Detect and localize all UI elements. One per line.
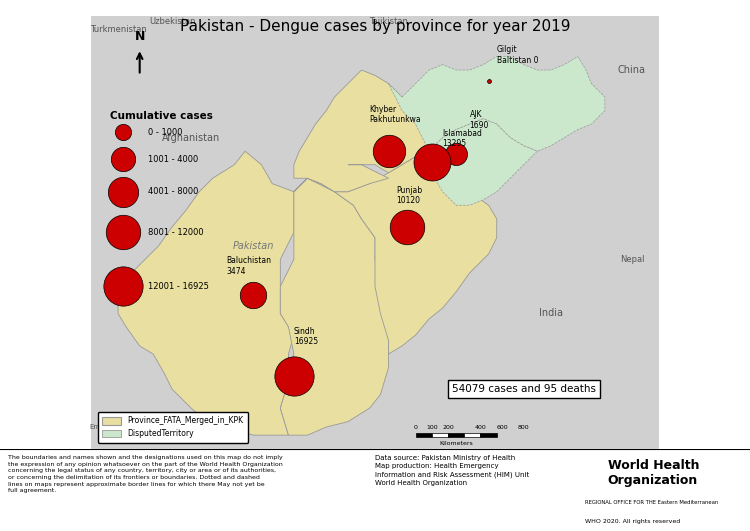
Text: 4001 - 8000: 4001 - 8000 xyxy=(148,187,198,196)
Text: Punjab
10120: Punjab 10120 xyxy=(397,186,423,205)
Point xyxy=(288,371,300,380)
Text: World Health
Organization: World Health Organization xyxy=(608,459,699,486)
Text: Pakistan: Pakistan xyxy=(232,241,274,251)
Point xyxy=(450,150,462,158)
Text: 600: 600 xyxy=(496,425,508,430)
Text: Kilometers: Kilometers xyxy=(440,441,473,446)
Text: WHO 2020. All rights reserved: WHO 2020. All rights reserved xyxy=(585,519,680,524)
Text: Gilgit
Baltistan 0: Gilgit Baltistan 0 xyxy=(496,45,538,65)
Text: India: India xyxy=(538,309,562,319)
Text: 1001 - 4000: 1001 - 4000 xyxy=(148,155,198,164)
Point xyxy=(118,228,130,237)
Text: Pakistan - Dengue cases by province for year 2019: Pakistan - Dengue cases by province for … xyxy=(180,19,570,33)
Polygon shape xyxy=(280,178,388,435)
Text: 0: 0 xyxy=(414,425,418,430)
Text: 400: 400 xyxy=(475,425,486,430)
Point xyxy=(248,290,259,299)
Text: 12001 - 16925: 12001 - 16925 xyxy=(148,282,208,291)
Polygon shape xyxy=(118,151,294,435)
Point xyxy=(118,187,130,196)
Bar xyxy=(416,433,432,437)
Text: Nepal: Nepal xyxy=(620,255,644,264)
Polygon shape xyxy=(91,16,659,449)
Point xyxy=(426,158,438,166)
Bar xyxy=(464,433,481,437)
Point xyxy=(118,128,130,136)
Point xyxy=(118,282,130,290)
Text: Baluchistan
3474: Baluchistan 3474 xyxy=(226,256,272,276)
Text: Khyber
Pakhutunkwa: Khyber Pakhutunkwa xyxy=(370,105,422,124)
Text: 100: 100 xyxy=(426,425,437,430)
Bar xyxy=(432,433,448,437)
Text: Tajikistan: Tajikistan xyxy=(369,17,408,26)
Text: Islamabad
13295: Islamabad 13295 xyxy=(442,129,482,149)
Text: 200: 200 xyxy=(442,425,454,430)
Text: 54079 cases and 95 deaths: 54079 cases and 95 deaths xyxy=(452,384,596,394)
Text: Sindh
16925: Sindh 16925 xyxy=(294,327,318,346)
Text: Emirates: Emirates xyxy=(89,424,120,430)
Bar xyxy=(481,433,496,437)
Text: Uzbekistan: Uzbekistan xyxy=(149,17,196,26)
Text: The boundaries and names shown and the designations used on this map do not impl: The boundaries and names shown and the d… xyxy=(8,455,282,493)
Text: N: N xyxy=(134,30,145,43)
Point xyxy=(118,155,130,164)
Text: REGIONAL OFFICE FOR THE Eastern Mediterranean: REGIONAL OFFICE FOR THE Eastern Mediterr… xyxy=(585,500,718,505)
Text: Cumulative cases: Cumulative cases xyxy=(110,110,213,121)
Text: AJK
1690: AJK 1690 xyxy=(470,110,489,130)
Legend: Province_FATA_Merged_in_KPK, DisputedTerritory: Province_FATA_Merged_in_KPK, DisputedTer… xyxy=(98,412,248,443)
Text: Data source: Pakistan Ministry of Health
Map production: Health Emergency
Inform: Data source: Pakistan Ministry of Health… xyxy=(375,455,530,486)
Polygon shape xyxy=(429,119,537,205)
Point xyxy=(401,222,413,231)
Point xyxy=(382,147,394,156)
Point xyxy=(482,76,494,85)
Polygon shape xyxy=(294,70,434,192)
Polygon shape xyxy=(388,56,605,165)
Text: China: China xyxy=(618,65,646,75)
Bar xyxy=(448,433,464,437)
Text: Turkmenistan: Turkmenistan xyxy=(90,25,146,34)
Text: 800: 800 xyxy=(518,425,530,430)
Text: 8001 - 12000: 8001 - 12000 xyxy=(148,228,203,237)
Text: Afghanistan: Afghanistan xyxy=(162,133,220,143)
Text: 0 - 1000: 0 - 1000 xyxy=(148,128,182,137)
Polygon shape xyxy=(294,157,496,354)
